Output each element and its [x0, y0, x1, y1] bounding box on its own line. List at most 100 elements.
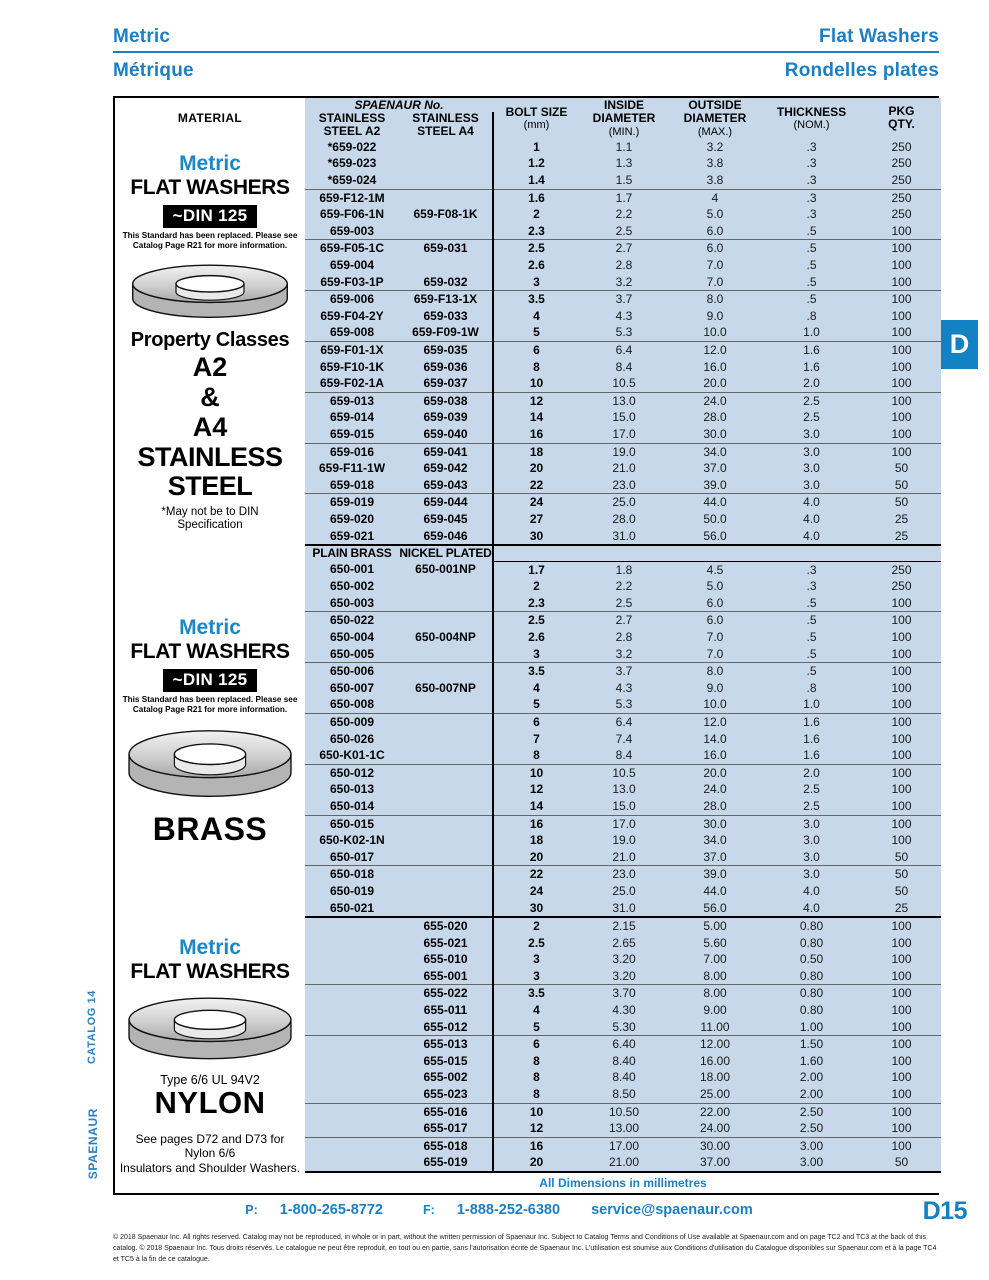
cell-inside-diameter: 21.0 — [579, 460, 669, 477]
col-header-thickness: THICKNESS (NOM.) — [761, 98, 862, 139]
cell-bolt-size: 30 — [493, 899, 579, 919]
table-row: 650-017 20 21.0 37.0 3.0 50 — [115, 848, 941, 867]
cell-bolt-size: 30 — [493, 527, 579, 547]
cell-bolt-size: 2.5 — [493, 934, 579, 952]
phone-number[interactable]: 1-800-265-8772 — [279, 1202, 383, 1218]
table-row: 650-019 24 25.0 44.0 4.0 50 — [115, 882, 941, 900]
cell-thickness: 2.50 — [761, 1103, 862, 1121]
cell-spaenaur-a4 — [399, 832, 494, 849]
cell-pkg-qty: 100 — [862, 1103, 941, 1121]
cell-thickness: .3 — [761, 155, 862, 173]
table-row: 650-001 650-001NP 1.7 1.8 4.5 .3 250 — [115, 561, 941, 579]
cell-thickness: 1.00 — [761, 1018, 862, 1037]
table-row: 659-015 659-040 16 17.0 30.0 3.0 100 — [115, 425, 941, 444]
cell-outside-diameter: 6.0 — [669, 222, 761, 241]
cell-outside-diameter: 7.0 — [669, 629, 761, 646]
cell-bolt-size: 2 — [493, 917, 579, 935]
table-row: 655-019 20 21.00 37.00 3.00 50 — [115, 1154, 941, 1173]
cell-thickness: .5 — [761, 594, 862, 613]
cell-spaenaur-a2: 659-004 — [305, 257, 399, 274]
cell-inside-diameter: 2.7 — [579, 611, 669, 629]
cell-spaenaur-a2: 659-006 — [305, 290, 399, 308]
cell-pkg-qty: 100 — [862, 645, 941, 664]
cell-spaenaur-a4: 655-017 — [399, 1120, 494, 1138]
cell-inside-diameter: 31.0 — [579, 527, 669, 547]
cell-inside-diameter: 2.15 — [579, 917, 669, 935]
cell-spaenaur-a4 — [399, 594, 494, 613]
table-row: 655-021 2.5 2.65 5.60 0.80 100 — [115, 934, 941, 952]
nylon-type-label: Type 6/6 UL 94V2 — [160, 1073, 260, 1088]
subheader-nickel-plated: NICKEL PLATED — [399, 545, 494, 562]
cell-thickness: .5 — [761, 273, 862, 292]
cell-thickness: 2.00 — [761, 1069, 862, 1087]
cell-spaenaur-a2: 650-009 — [305, 713, 399, 731]
cell-pkg-qty: 100 — [862, 730, 941, 748]
cell-pkg-qty: 100 — [862, 341, 941, 359]
cell-outside-diameter: 20.0 — [669, 375, 761, 393]
header-title-fr: Métrique — [113, 60, 194, 81]
washer-illustration — [128, 997, 292, 1060]
cell-thickness: 4.0 — [761, 510, 862, 528]
table-row: 659-F05-1C 659-031 2.5 2.7 6.0 .5 100 — [115, 239, 941, 258]
cell-spaenaur-a2 — [305, 1154, 399, 1173]
section-tab-d[interactable]: D — [941, 320, 978, 369]
cell-outside-diameter: 22.00 — [669, 1103, 761, 1121]
cell-pkg-qty: 100 — [862, 1120, 941, 1138]
cell-thickness: 4.0 — [761, 527, 862, 547]
cell-spaenaur-a2: 659-F12-1M — [305, 189, 399, 207]
table-row: 655-013 6 6.40 12.00 1.50 100 — [115, 1035, 941, 1053]
cell-pkg-qty: 100 — [862, 222, 941, 241]
stainless-din-footnote: *May not be to DIN Specification — [161, 505, 259, 532]
cell-thickness: .5 — [761, 611, 862, 629]
table-subheader-row: Metric FLAT WASHERS ~DIN 125 This Standa… — [115, 545, 941, 918]
cell-outside-diameter: 5.60 — [669, 934, 761, 952]
table-row: 650-K01-1C 8 8.4 16.0 1.6 100 — [115, 747, 941, 765]
washer-illustration — [128, 729, 292, 797]
cell-spaenaur-a2: *659-022 — [305, 138, 399, 156]
fax-label: F: — [423, 1203, 435, 1217]
cell-spaenaur-a2 — [305, 1086, 399, 1104]
cell-spaenaur-a4: 659-038 — [399, 392, 494, 410]
cell-thickness: .5 — [761, 662, 862, 680]
cell-spaenaur-a4: 659-035 — [399, 341, 494, 359]
col-header-id-line1: INSIDE — [603, 97, 644, 112]
cell-thickness: 0.80 — [761, 934, 862, 952]
cell-outside-diameter: 34.0 — [669, 832, 761, 849]
cell-spaenaur-a4 — [399, 815, 494, 833]
cell-pkg-qty: 250 — [862, 206, 941, 223]
table-row: 655-018 16 17.00 30.00 3.00 100 — [115, 1137, 941, 1155]
cell-spaenaur-a4: 655-010 — [399, 951, 494, 968]
cell-spaenaur-a2 — [305, 1103, 399, 1121]
table-row: 650-022 2.5 2.7 6.0 .5 100 — [115, 611, 941, 629]
cell-spaenaur-a4 — [399, 578, 494, 595]
cell-inside-diameter: 28.0 — [579, 510, 669, 528]
cell-inside-diameter: 3.20 — [579, 967, 669, 986]
material-cell-nylon: Metric FLAT WASHERS Type 6/6 UL 94V2 NYL… — [115, 917, 305, 1193]
cell-bolt-size: 6 — [493, 341, 579, 359]
cell-spaenaur-a4: 659-032 — [399, 273, 494, 292]
cell-bolt-size: 8 — [493, 358, 579, 376]
cell-pkg-qty: 100 — [862, 594, 941, 613]
table-row: 655-022 3.5 3.70 8.00 0.80 100 — [115, 984, 941, 1003]
cell-spaenaur-a2: 650-005 — [305, 645, 399, 664]
cell-bolt-size: 22 — [493, 865, 579, 883]
cell-inside-diameter: 2.7 — [579, 239, 669, 258]
cell-thickness: .5 — [761, 645, 862, 664]
col-header-ss-a2: STAINLESS STEEL A2 — [305, 111, 399, 139]
cell-thickness: .3 — [761, 172, 862, 190]
cell-spaenaur-a4: 655-016 — [399, 1103, 494, 1121]
email-address[interactable]: service@spaenaur.com — [591, 1202, 753, 1218]
cell-inside-diameter: 5.3 — [579, 324, 669, 343]
page-header: Metric Flat Washers Métrique Rondelles p… — [113, 26, 939, 82]
cell-spaenaur-a2 — [305, 1002, 399, 1019]
cell-bolt-size: 10 — [493, 764, 579, 782]
table-row: 659-016 659-041 18 19.0 34.0 3.0 100 — [115, 443, 941, 461]
cell-inside-diameter: 13.0 — [579, 781, 669, 798]
cell-bolt-size: 27 — [493, 510, 579, 528]
cell-outside-diameter: 24.0 — [669, 392, 761, 410]
header-title-en: Metric — [113, 26, 171, 47]
cell-inside-diameter: 1.8 — [579, 561, 669, 579]
cell-spaenaur-a4 — [399, 747, 494, 765]
table-row: 659-F02-1A 659-037 10 10.5 20.0 2.0 100 — [115, 375, 941, 393]
cell-pkg-qty: 100 — [862, 239, 941, 258]
